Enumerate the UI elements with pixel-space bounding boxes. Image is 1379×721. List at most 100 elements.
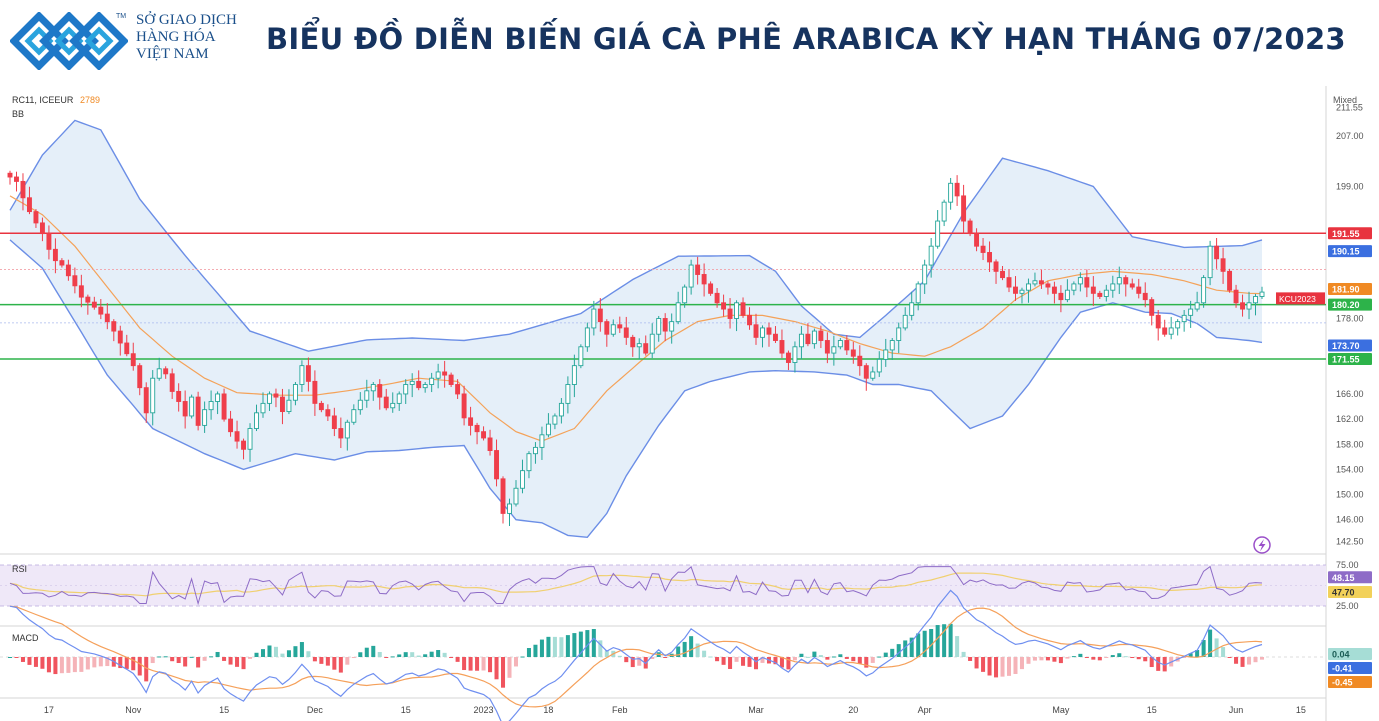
bollinger-bands bbox=[9, 119, 1263, 539]
candle-body bbox=[591, 308, 597, 329]
price-chart[interactable]: 211.55207.00199.00183.00178.00166.00162.… bbox=[0, 86, 1379, 721]
macd-hist-bar bbox=[403, 652, 408, 657]
candle-body bbox=[961, 195, 967, 222]
macd-hist-bar bbox=[539, 639, 544, 657]
candle-body bbox=[811, 330, 817, 345]
candle-body bbox=[753, 324, 759, 338]
candle-body bbox=[487, 437, 493, 451]
candle bbox=[1097, 290, 1103, 300]
candle-body bbox=[1006, 277, 1012, 288]
macd-hist-bar bbox=[280, 653, 285, 657]
candle bbox=[195, 391, 201, 431]
candle-body bbox=[1149, 299, 1155, 316]
macd-hist-bar bbox=[663, 657, 668, 658]
macd-hist-bar bbox=[397, 654, 402, 657]
price-tick-label: 146.00 bbox=[1336, 515, 1364, 525]
macd-hist-bar bbox=[1006, 657, 1012, 676]
macd-signal-line bbox=[9, 605, 1263, 708]
candle-body bbox=[46, 233, 52, 250]
candle bbox=[1149, 297, 1155, 326]
macd-hist-bar bbox=[260, 649, 266, 657]
candle-body bbox=[915, 283, 921, 304]
candle-body bbox=[409, 380, 415, 385]
band-badge-1-bg bbox=[1328, 282, 1372, 295]
bollinger-basis bbox=[9, 195, 1263, 442]
macd-hist-bar bbox=[273, 646, 278, 657]
candle-body bbox=[1097, 292, 1103, 297]
candle-body bbox=[824, 340, 830, 354]
candle bbox=[980, 238, 986, 261]
candle-body bbox=[760, 327, 765, 338]
macd-hist-bar bbox=[1221, 647, 1226, 657]
candle-body bbox=[1194, 302, 1200, 310]
macd-hist-bar bbox=[721, 657, 726, 665]
candle bbox=[1227, 268, 1233, 293]
candle bbox=[695, 256, 701, 285]
lightning-icon[interactable] bbox=[1253, 536, 1271, 554]
candle bbox=[442, 360, 448, 388]
macd-hist-bar bbox=[851, 657, 856, 662]
macd-hist-bar bbox=[196, 657, 201, 668]
scale-mode-label[interactable]: Mixed bbox=[1333, 95, 1357, 105]
candle bbox=[286, 389, 292, 415]
candle bbox=[124, 334, 130, 357]
price-tick-label: 154.00 bbox=[1336, 464, 1364, 474]
macd-hist-bar bbox=[896, 644, 901, 657]
candle-body bbox=[850, 349, 856, 357]
macd-hist-bar bbox=[312, 657, 317, 662]
macd-hist-bar bbox=[513, 657, 519, 667]
candle bbox=[1110, 275, 1116, 298]
macd-hist-bar bbox=[598, 640, 603, 657]
candle bbox=[163, 366, 169, 379]
macd-hist-bar bbox=[786, 657, 791, 670]
macd-hist-bar bbox=[1039, 657, 1044, 661]
rsi-value-badge-bg bbox=[1328, 571, 1372, 584]
candle bbox=[526, 451, 532, 479]
macd-hist-bar bbox=[805, 656, 810, 658]
candle-body bbox=[980, 245, 986, 253]
macd-hist-bar bbox=[1019, 657, 1024, 670]
macd-hist-bar bbox=[137, 657, 142, 676]
symbol-badge: KCU2023 bbox=[1276, 292, 1325, 305]
candle-body bbox=[1207, 245, 1213, 279]
candle-body bbox=[532, 446, 538, 455]
candle bbox=[701, 263, 707, 297]
candle bbox=[487, 429, 493, 456]
candle bbox=[675, 291, 681, 325]
candle bbox=[377, 379, 383, 410]
candle bbox=[857, 345, 863, 376]
candle-body bbox=[1201, 277, 1207, 304]
candle bbox=[967, 218, 973, 237]
candle bbox=[383, 388, 389, 411]
candle bbox=[727, 298, 733, 329]
candle-body bbox=[338, 428, 344, 439]
candle-body bbox=[630, 336, 636, 348]
candle-body bbox=[1051, 286, 1057, 294]
rsi-label: RSI bbox=[12, 564, 27, 574]
candle-body bbox=[403, 384, 409, 395]
macd-hist-bar bbox=[176, 657, 181, 664]
band-badge-3: 173.70 bbox=[1328, 339, 1372, 352]
candle bbox=[182, 390, 188, 429]
candle-body bbox=[513, 487, 519, 505]
candle bbox=[357, 392, 363, 415]
candle-body bbox=[636, 343, 642, 348]
candle-body bbox=[604, 321, 610, 335]
macd-hist-bar bbox=[929, 629, 934, 657]
candle bbox=[773, 326, 778, 344]
rsi-line bbox=[9, 565, 1263, 606]
bollinger-lower bbox=[9, 239, 1263, 539]
candle bbox=[27, 186, 32, 215]
candle-body bbox=[91, 301, 97, 308]
macd-hist-bar bbox=[293, 646, 298, 657]
price-tick-label: 178.00 bbox=[1336, 313, 1364, 323]
macd-hist-bar bbox=[1253, 657, 1258, 663]
macd-hist-bar bbox=[358, 652, 363, 657]
candle-body bbox=[967, 220, 973, 235]
macd-hist-bar bbox=[144, 657, 149, 682]
candle bbox=[902, 307, 908, 331]
candle-body bbox=[156, 368, 162, 379]
macd-hist-bar bbox=[1130, 657, 1135, 658]
candle bbox=[1142, 282, 1148, 308]
macd-hist-bar bbox=[987, 657, 992, 676]
